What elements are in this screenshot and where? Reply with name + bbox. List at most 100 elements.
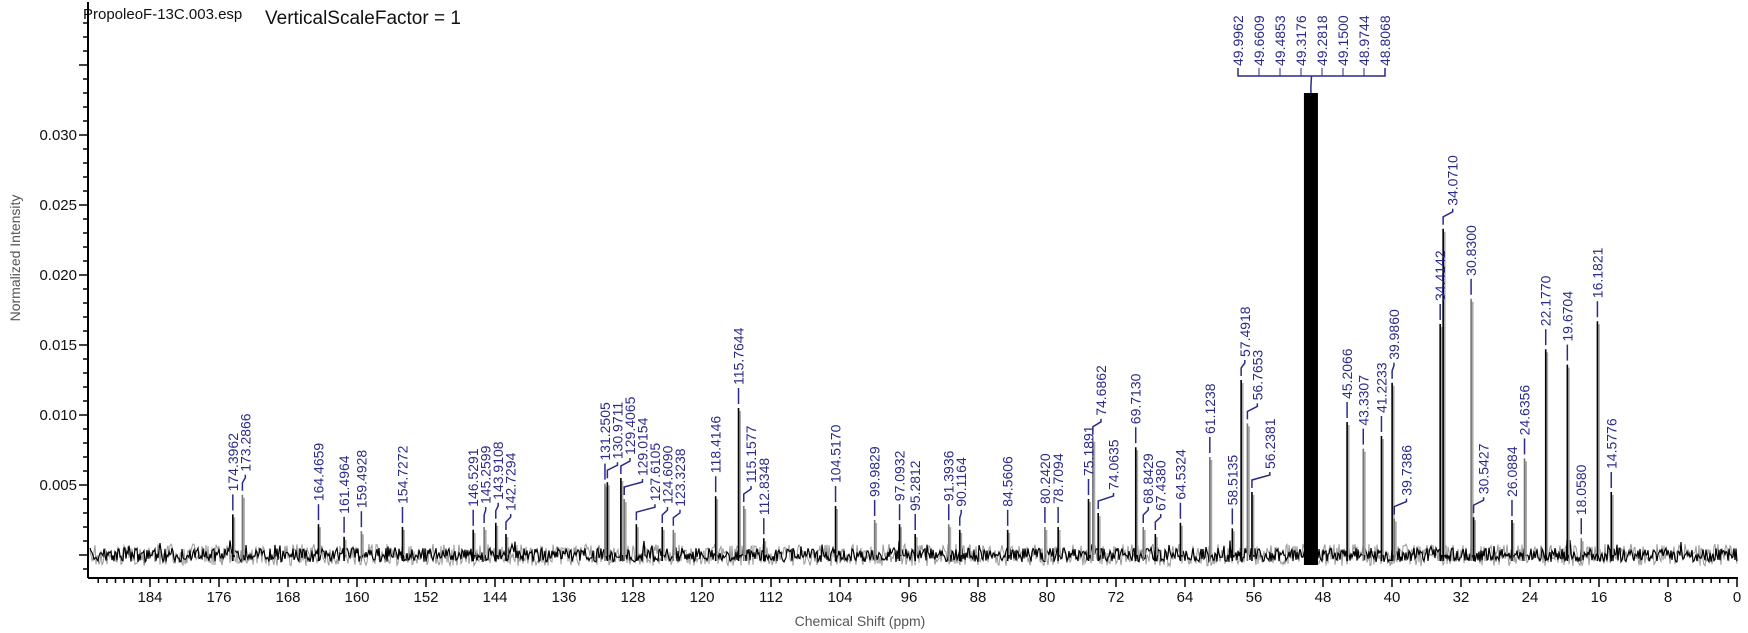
peak-label-connector <box>623 479 644 495</box>
peak-label: 58.5135 <box>1224 455 1240 506</box>
x-tick-label: 24 <box>1522 589 1539 606</box>
peak-label-connector <box>958 509 962 526</box>
x-tick-label: 104 <box>827 589 852 606</box>
y-tick-label: 0.015 <box>39 337 77 354</box>
x-tick-label: 128 <box>620 589 645 606</box>
peak-label: 115.7644 <box>731 327 747 385</box>
spectrum-baseline <box>89 539 1738 565</box>
peak-label-connector <box>483 507 487 523</box>
peak-label-connector <box>672 509 681 526</box>
peak-label: 74.0635 <box>1105 439 1121 490</box>
peak-label: 91.3936 <box>941 450 957 501</box>
peak-label: 174.3962 <box>225 433 241 492</box>
peak-label: 14.5776 <box>1603 418 1619 469</box>
peak-label: 131.2505 <box>597 402 613 461</box>
peak-label-connector <box>1097 493 1115 509</box>
solvent-peak-label: 48.8068 <box>1377 15 1393 66</box>
x-tick-label: 184 <box>137 589 162 606</box>
x-tick-label: 96 <box>901 589 918 606</box>
x-tick-label: 64 <box>1177 589 1194 606</box>
peak-label-connector <box>606 462 619 479</box>
peak-label-connector <box>1240 360 1246 376</box>
peak-label-connector <box>1246 403 1259 420</box>
peak-label: 22.1770 <box>1538 275 1554 326</box>
peak-label: 129.4065 <box>622 396 638 455</box>
y-axis-title: Normalized Intensity <box>7 195 23 322</box>
x-tick-label: 168 <box>275 589 300 606</box>
peak-label-connector <box>1092 418 1102 435</box>
peak-label: 18.0580 <box>1573 464 1589 515</box>
peak-label: 159.4928 <box>353 450 369 509</box>
peak-label: 161.4964 <box>336 455 352 514</box>
peak-label: 173.2866 <box>237 413 253 472</box>
solvent-peak-label: 49.6609 <box>1251 15 1267 66</box>
peak-label: 74.6862 <box>1093 365 1109 416</box>
peak-label-connector <box>743 486 752 502</box>
peak-label: 34.4142 <box>1432 250 1448 301</box>
peak-label: 154.7272 <box>394 445 410 504</box>
file-name: PropoleoF-13C.003.esp <box>83 6 242 23</box>
peak-label-connector <box>1154 514 1162 530</box>
y-tick-label: 0.030 <box>39 127 77 144</box>
peak-label: 56.7653 <box>1249 350 1265 401</box>
peak-label: 78.7094 <box>1050 453 1066 504</box>
peak-label: 118.4146 <box>708 416 724 474</box>
peak-label: 142.7294 <box>503 452 519 511</box>
x-tick-label: 80 <box>1039 589 1056 606</box>
x-tick-label: 16 <box>1591 589 1608 606</box>
x-tick-label: 72 <box>1108 589 1125 606</box>
peak-label: 104.5170 <box>828 424 844 483</box>
peak-label: 34.0710 <box>1445 155 1461 206</box>
peak-label: 84.5606 <box>1000 456 1016 507</box>
solvent-label-bracket <box>1237 68 1386 93</box>
peak-label: 41.2233 <box>1373 362 1389 413</box>
x-tick-label: 0 <box>1733 589 1741 606</box>
peak-label-connector <box>1142 507 1149 523</box>
peak-label: 69.7130 <box>1128 373 1144 424</box>
peak-label-connector <box>635 504 656 521</box>
x-tick-label: 152 <box>413 589 438 606</box>
peak-label: 112.8348 <box>756 458 772 516</box>
peak-label: 57.4918 <box>1237 306 1253 357</box>
peak-label: 56.2381 <box>1262 418 1278 469</box>
peak-label: 30.5427 <box>1476 443 1492 494</box>
peak-label-connector <box>1391 362 1395 379</box>
peaks <box>232 93 1614 565</box>
solvent-peak-label: 49.4853 <box>1272 15 1288 66</box>
vertical-scale-factor: VerticalScaleFactor = 1 <box>265 8 461 29</box>
peak-label: 95.2812 <box>907 460 923 511</box>
solvent-peak <box>1303 93 1318 565</box>
peak-label: 115.1577 <box>743 425 759 483</box>
solvent-peak-label: 49.2818 <box>1314 15 1330 66</box>
y-tick-label: 0.010 <box>39 407 77 424</box>
y-tick-label: 0.025 <box>39 197 77 214</box>
peak-label: 130.9711 <box>609 402 625 460</box>
peak-label: 64.5324 <box>1172 449 1188 500</box>
peak-label: 127.6105 <box>647 443 663 502</box>
peak-label: 39.9860 <box>1386 309 1402 360</box>
peak-label: 67.4380 <box>1153 460 1169 511</box>
x-tick-label: 136 <box>551 589 576 606</box>
x-tick-label: 40 <box>1384 589 1401 606</box>
peak-label: 30.8300 <box>1463 225 1479 276</box>
peak-label: 97.0932 <box>892 450 908 501</box>
peak-label: 123.3238 <box>672 448 688 507</box>
peak-label: 145.2599 <box>478 445 494 504</box>
peak-label-connector <box>1251 472 1271 488</box>
solvent-peak-label: 48.9744 <box>1356 15 1372 66</box>
peak-label: 146.5291 <box>465 448 481 507</box>
x-tick-label: 56 <box>1246 589 1263 606</box>
peak-label-connector <box>241 474 247 491</box>
peak-label: 80.2420 <box>1037 453 1053 504</box>
peak-label: 68.8429 <box>1140 453 1156 504</box>
peak-label: 99.9829 <box>867 446 883 497</box>
x-axis-title: Chemical Shift (ppm) <box>795 613 926 629</box>
spectrum <box>89 539 1738 568</box>
peak-label: 39.7386 <box>1398 445 1414 496</box>
peak-label: 26.0884 <box>1504 446 1520 497</box>
solvent-peak-label: 49.9962 <box>1230 15 1246 66</box>
x-tick-label: 32 <box>1453 589 1470 606</box>
peak-label: 129.0154 <box>634 417 650 476</box>
